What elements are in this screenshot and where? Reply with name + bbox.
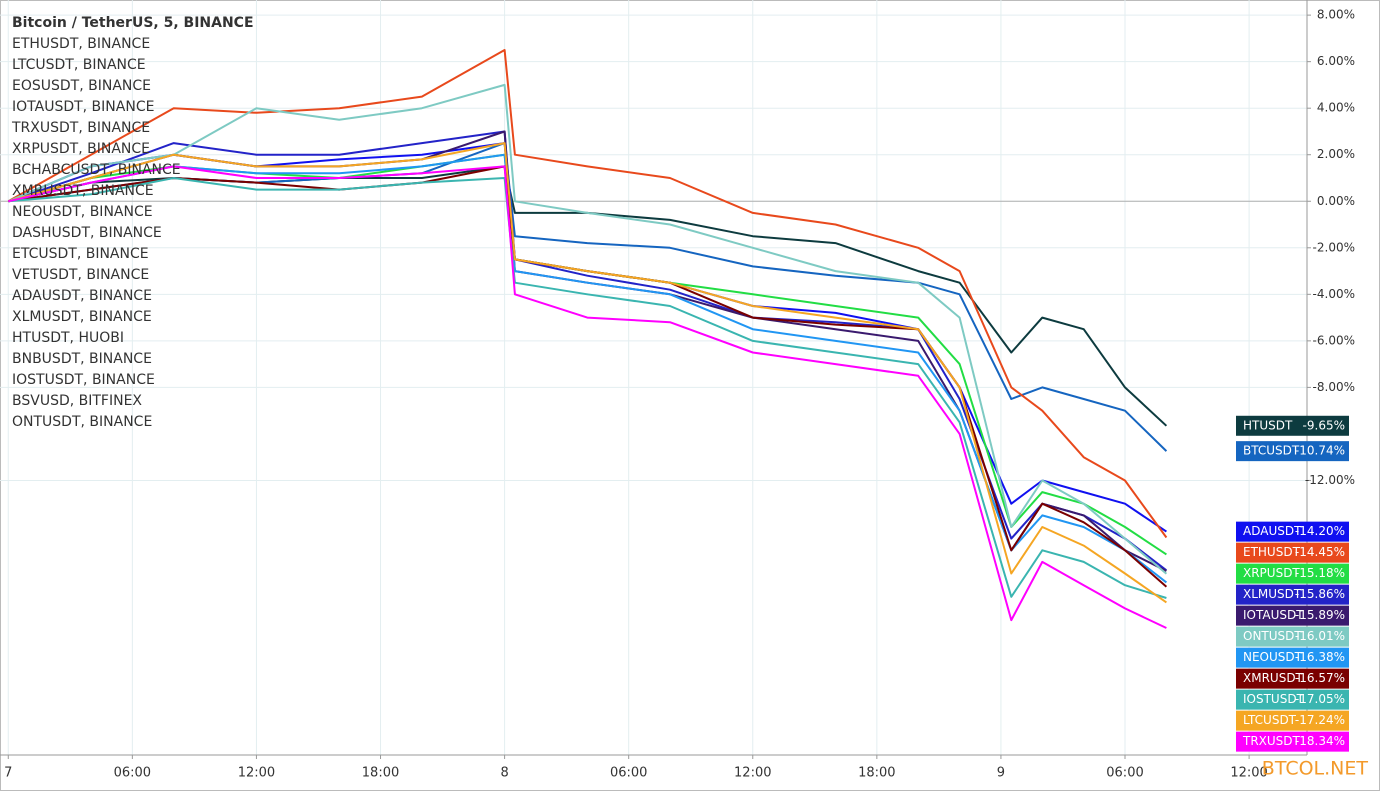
value-label-box [1236, 605, 1349, 626]
x-tick-label: 9 [997, 766, 1005, 781]
legend-entry[interactable]: XMRUSDT, BINANCE [12, 183, 154, 199]
value-label: -14.20% [1295, 524, 1345, 538]
legend-entry[interactable]: DASHUSDT, BINANCE [12, 225, 162, 241]
legend-entry[interactable]: ONTUSDT, BINANCE [12, 414, 152, 430]
series-line [8, 165, 1167, 629]
legend-entry[interactable]: IOSTUSDT, BINANCE [12, 372, 155, 388]
legend-entry[interactable]: LTCUSDT, BINANCE [12, 57, 146, 73]
legend-entry[interactable]: XRPUSDT, BINANCE [12, 141, 150, 157]
value-label-name: IOSTUSDT [1243, 692, 1305, 706]
series-line [8, 142, 1167, 604]
y-tick-label: 8.00% [1317, 8, 1355, 22]
value-label-box [1236, 584, 1349, 605]
legend-entry[interactable]: IOTAUSDT, BINANCE [12, 99, 154, 115]
value-label-name: IOTAUSDT [1243, 608, 1304, 622]
series-line [7, 49, 1168, 539]
series-line [7, 83, 1168, 575]
y-tick-label: 2.00% [1317, 147, 1355, 161]
x-tick-label: 8 [500, 766, 508, 781]
value-label-name: NEOUSDT [1243, 650, 1303, 664]
value-label-name: XLMUSDT [1243, 587, 1302, 601]
value-label: -9.65% [1303, 418, 1345, 432]
value-label: -15.89% [1295, 608, 1345, 622]
x-tick-label: 12:00 [238, 766, 275, 781]
value-label-name: TRXUSDT [1242, 734, 1301, 748]
legend-entry[interactable]: BCHABCUSDT, BINANCE [12, 162, 181, 178]
value-label-box [1236, 731, 1349, 752]
value-label-box [1236, 441, 1349, 462]
value-label: -15.18% [1295, 566, 1345, 580]
series-line [8, 153, 1168, 584]
value-label-box [1236, 521, 1349, 542]
y-tick-label: 0.00% [1317, 194, 1355, 208]
legend-entry[interactable]: ETHUSDT, BINANCE [12, 36, 150, 52]
value-label-name: ONTUSDT [1243, 629, 1302, 643]
value-label: -18.34% [1295, 734, 1345, 748]
legend-entry[interactable]: NEOUSDT, BINANCE [12, 204, 153, 220]
y-tick-label: -6.00% [1313, 333, 1355, 347]
value-label: -14.45% [1295, 545, 1345, 559]
axes: 7 06:00 12:00 18:00 8 06:00 12:00 18:00 9 06:00 12… [4, 8, 1355, 781]
legend-entry[interactable]: TRXUSDT, BINANCE [11, 120, 150, 136]
value-label-box [1236, 563, 1349, 584]
legend-entry[interactable]: VETUSDT, BINANCE [12, 267, 149, 283]
legend-entry[interactable]: ADAUSDT, BINANCE [12, 288, 152, 304]
watermark: BTCOL.NET [1262, 758, 1369, 780]
value-label: -15.86% [1295, 587, 1345, 601]
legend-entry[interactable]: HTUSDT, HUOBI [12, 330, 124, 346]
value-label-box [1236, 415, 1349, 436]
series-line [8, 177, 1167, 599]
x-tick-label: 18:00 [858, 766, 895, 781]
value-label: -10.74% [1295, 444, 1345, 458]
value-label-name: ETHUSDT [1243, 545, 1301, 559]
legend-entry[interactable]: BNBUSDT, BINANCE [12, 351, 152, 367]
y-tick-label: -8.00% [1313, 380, 1355, 394]
value-label: -17.05% [1295, 692, 1345, 706]
legend: Bitcoin / TetherUS, 5, BINANCE ETHUSDT, … [11, 15, 254, 430]
y-tick-label: 6.00% [1317, 54, 1355, 68]
x-tick-label: 12:00 [1230, 766, 1267, 781]
value-label-box [1236, 710, 1349, 731]
value-label-box [1236, 626, 1349, 647]
x-tick-label: 06:00 [114, 766, 151, 781]
x-tick-label: 06:00 [610, 766, 647, 781]
legend-entry[interactable]: ETCUSDT, BINANCE [12, 246, 149, 262]
x-tick-label: 06:00 [1106, 766, 1143, 781]
value-label: -16.57% [1295, 671, 1345, 685]
last-value-labels: HTUSDT -9.65%BTCUSDT-10.74% ADAUSDT-14.20%… [1236, 415, 1349, 752]
series-lines [7, 49, 1168, 629]
x-tick-label: 7 [4, 766, 12, 781]
value-label-name: XMRUSDT [1243, 671, 1304, 685]
legend-entry[interactable]: BSVUSD, BITFINEX [12, 393, 142, 409]
value-label-name: ADAUSDT [1243, 524, 1302, 538]
value-label-name: HTUSDT [1243, 418, 1293, 432]
value-label-box [1236, 668, 1349, 689]
x-tick-label: 18:00 [362, 766, 399, 781]
y-tick-label: -4.00% [1313, 287, 1355, 301]
value-label: -16.38% [1295, 650, 1345, 664]
legend-entry[interactable]: XLMUSDT, BINANCE [12, 309, 152, 325]
y-tick-label: 4.00% [1317, 101, 1355, 115]
x-tick-label: 12:00 [734, 766, 771, 781]
value-label-name: XRPUSDT [1243, 566, 1300, 580]
chart-title: Bitcoin / TetherUS, 5, BINANCE [12, 15, 254, 31]
grid [0, 0, 1307, 755]
value-label: -16.01% [1295, 629, 1345, 643]
value-label: -17.24% [1295, 713, 1345, 727]
legend-entry[interactable]: EOSUSDT, BINANCE [12, 78, 151, 94]
value-label-box [1236, 647, 1349, 668]
value-label-name: BTCUSDT [1243, 444, 1300, 458]
value-label-box [1236, 689, 1349, 710]
y-tick-label: -12.00% [1305, 473, 1355, 487]
value-label-name: LTCUSDT [1243, 713, 1297, 727]
value-label-box [1236, 542, 1349, 563]
y-tick-label: -2.00% [1313, 240, 1355, 254]
